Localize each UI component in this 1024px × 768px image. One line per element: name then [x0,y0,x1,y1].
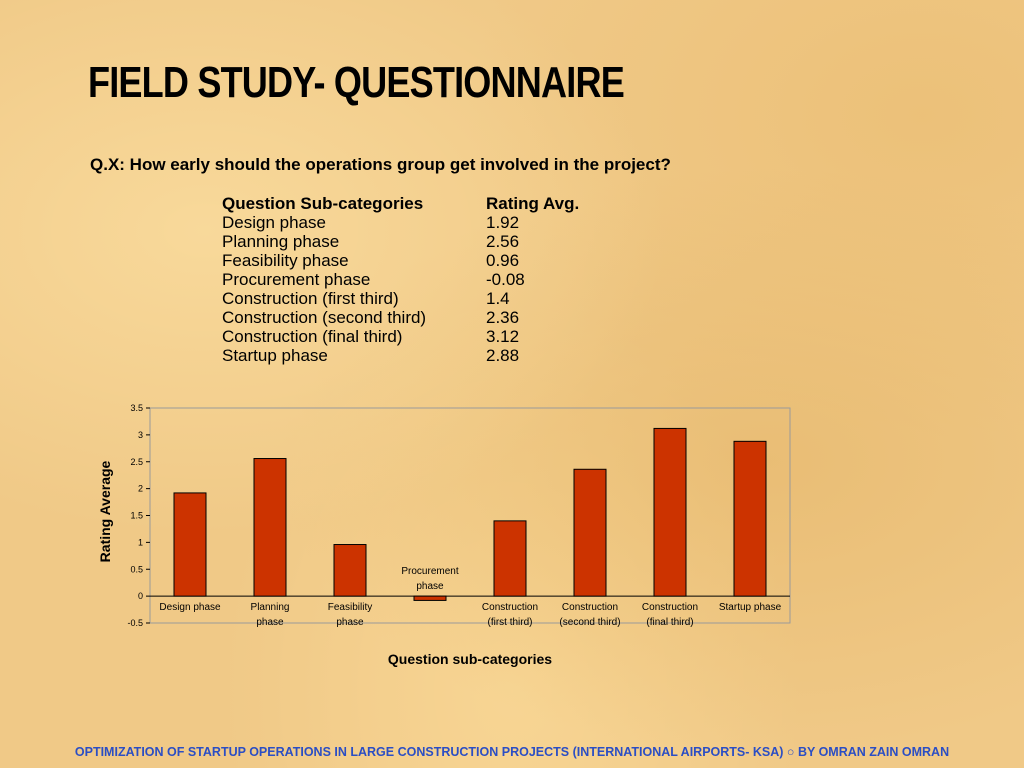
row-category: Construction (second third) [222,308,427,327]
table-row: Startup phase 2.88 [220,346,581,365]
ratings-table: Question Sub-categories Rating Avg. Desi… [220,194,581,365]
table-header-row: Question Sub-categories Rating Avg. [220,194,581,213]
x-tick-label: Design phase [159,602,221,613]
row-category: Planning phase [222,232,340,251]
table-row: Procurement phase -0.08 [220,270,581,289]
table-row: Construction (final third) 3.12 [220,327,581,346]
y-tick-label: 1.5 [130,511,143,521]
row-category: Design phase [222,213,326,232]
x-tick-label: phase [336,617,364,628]
x-tick-label: Construction [562,602,618,613]
bar [333,544,367,597]
question-text: Q.X: How early should the operations gro… [90,155,671,174]
y-tick-label: 1 [138,537,143,547]
table-row: Construction (first third) 1.4 [220,289,581,308]
y-tick-label: 2 [138,484,143,494]
row-rating: 3.12 [486,327,520,346]
row-category: Procurement phase [222,270,371,289]
footer-text: OPTIMIZATION OF STARTUP OPERATIONS IN LA… [74,745,950,759]
row-rating: 2.56 [486,232,520,251]
table-row: Design phase 1.92 [220,213,581,232]
bar [733,440,767,597]
slide-title: FIELD STUDY- QUESTIONNAIRE [88,58,625,107]
x-tick-label: Startup phase [719,602,782,613]
x-tick-label: Feasibility [328,602,372,613]
row-rating: -0.08 [486,270,525,289]
x-tick-label: (first third) [488,617,533,628]
bar [653,427,687,597]
x-tick-label: (final third) [646,617,693,628]
row-category: Feasibility phase [222,251,349,270]
bar [413,595,447,601]
header-subcategories: Question Sub-categories [222,194,424,213]
header-rating-avg: Rating Avg. [486,194,580,213]
bar-chart: 3.5 3 2.5 2 1.5 1 0.5 0 -0.5 Design phase Planning… [97,403,791,667]
bar [173,492,207,597]
y-tick-label: 3 [138,430,143,440]
x-tick-label: (second third) [559,617,620,628]
row-rating: 1.4 [486,289,510,308]
x-tick-label: Planning [251,602,290,613]
y-tick-label: 0 [138,591,143,601]
x-tick-label: phase [256,617,284,628]
x-tick-label: Procurement [401,566,458,577]
table-row: Construction (second third) 2.36 [220,308,581,327]
x-axis-title: Question sub-categories [388,651,552,667]
x-tick-label: Construction [642,602,698,613]
y-tick-label: 3.5 [130,403,143,413]
bar [493,520,527,597]
y-axis-title: Rating Average [97,460,113,562]
plot-area [149,407,791,624]
x-tick-label: phase [416,581,444,592]
row-rating: 2.88 [486,346,520,365]
bar [573,468,607,597]
y-tick-label: 2.5 [130,457,143,467]
table-row: Planning phase 2.56 [220,232,581,251]
row-rating: 2.36 [486,308,520,327]
x-tick-label: Construction [482,602,538,613]
row-category: Startup phase [222,346,328,365]
y-tick-label: 0.5 [130,564,143,574]
y-tick-label: -0.5 [127,618,143,628]
row-category: Construction (final third) [222,327,403,346]
row-rating: 1.92 [486,213,520,232]
row-rating: 0.96 [486,251,520,270]
bar [253,458,287,597]
table-row: Feasibility phase 0.96 [220,251,581,270]
row-category: Construction (first third) [222,289,399,308]
